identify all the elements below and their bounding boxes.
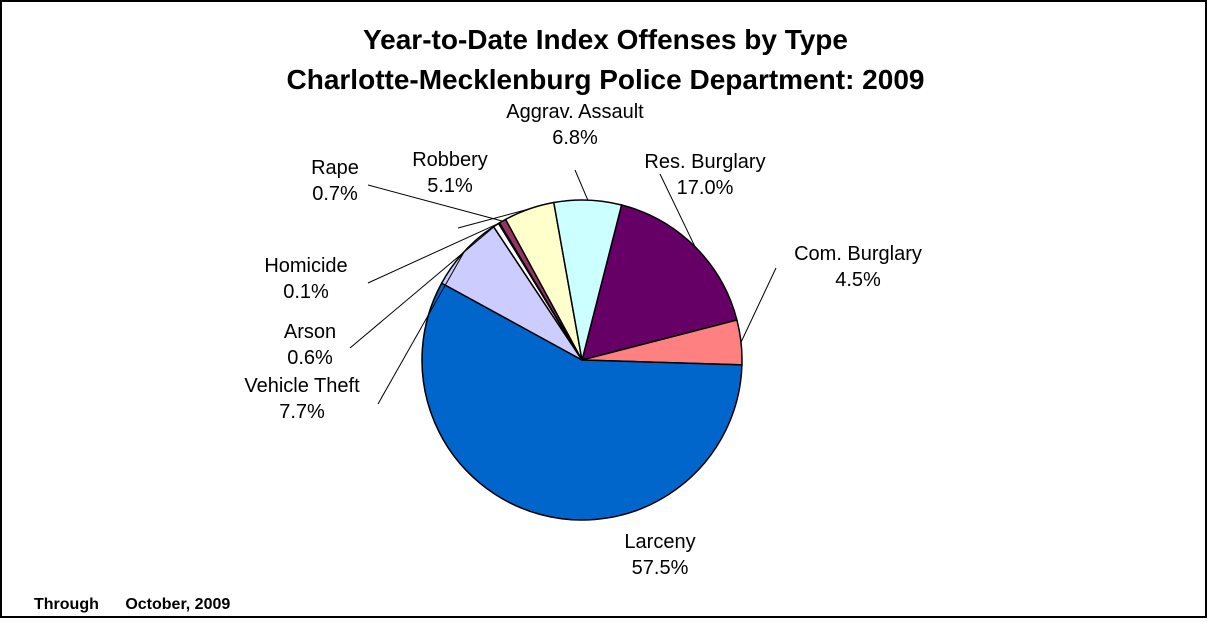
pie-slice-res-burglary [580, 204, 738, 362]
slice-label-arson: Arson [284, 321, 336, 343]
leader-line-res-burglary [659, 173, 696, 247]
pie-slice-aggrav-assault [552, 199, 623, 361]
slice-value-rape: 0.7% [312, 183, 358, 205]
leader-line-arson [349, 224, 497, 349]
pie-slice-larceny [421, 282, 743, 521]
chart-subtitle: Charlotte-Mecklenburg Police Department:… [286, 64, 925, 95]
slice-label-rape: Rape [311, 157, 359, 179]
slice-label-aggrav-assault: Aggrav. Assault [506, 101, 644, 123]
slice-value-homicide: 0.1% [283, 281, 329, 303]
leader-line-vehicle-theft [377, 251, 465, 405]
slice-label-larceny: Larceny [624, 531, 695, 553]
footnote: Through October, 2009 [34, 596, 230, 614]
slice-value-vehicle-theft: 7.7% [279, 401, 325, 423]
leader-line-homicide [367, 222, 500, 284]
chart-title: Year-to-Date Index Offenses by Type [363, 24, 848, 55]
slice-value-com-burglary: 4.5% [835, 269, 881, 291]
slice-label-homicide: Homicide [264, 255, 347, 277]
leader-line-aggrav-assault [574, 169, 589, 201]
slice-value-larceny: 57.5% [632, 557, 689, 579]
slice-value-res-burglary: 17.0% [677, 177, 734, 199]
footnote-prefix: Through [34, 596, 99, 613]
leader-line-rape [367, 184, 503, 222]
slice-value-aggrav-assault: 6.8% [552, 127, 598, 149]
slice-value-robbery: 5.1% [427, 175, 473, 197]
slice-label-robbery: Robbery [412, 149, 488, 171]
slice-label-vehicle-theft: Vehicle Theft [244, 375, 360, 397]
leader-line-robbery [457, 208, 530, 229]
footnote-period: October, 2009 [125, 596, 231, 613]
slice-value-arson: 0.6% [287, 347, 333, 369]
slice-label-com-burglary: Com. Burglary [794, 243, 922, 265]
leader-line-com-burglary [740, 267, 777, 343]
slice-label-res-burglary: Res. Burglary [644, 151, 765, 173]
